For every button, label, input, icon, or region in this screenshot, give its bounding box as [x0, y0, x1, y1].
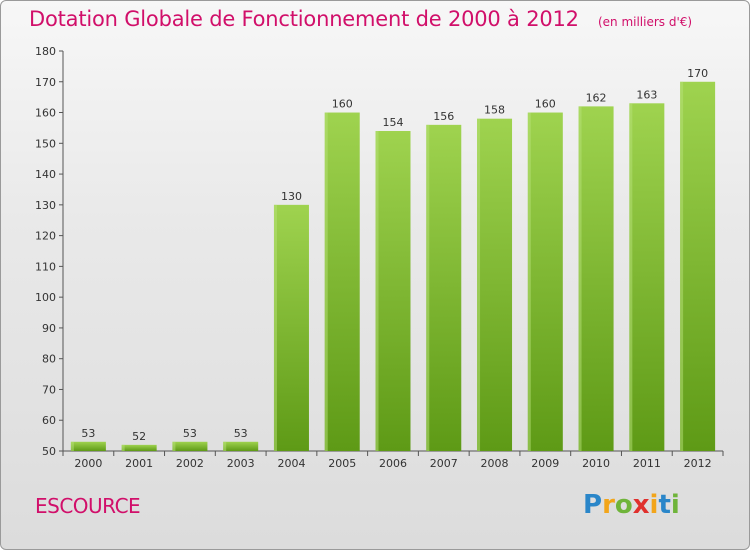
data-label: 53 — [234, 427, 248, 440]
proxiti-logo[interactable]: Proxiti — [583, 490, 680, 520]
y-tick-label: 50 — [42, 445, 56, 458]
y-tick-label: 140 — [35, 168, 56, 181]
x-tick-label: 2006 — [379, 457, 407, 470]
y-tick-label: 70 — [42, 383, 56, 396]
y-tick-label: 180 — [35, 45, 56, 58]
y-tick-label: 90 — [42, 322, 56, 335]
x-tick-label: 2009 — [531, 457, 559, 470]
x-tick-label: 2003 — [227, 457, 255, 470]
y-tick-label: 160 — [35, 107, 56, 120]
commune-name: ESCOURCE — [35, 494, 141, 518]
bar-2006 — [375, 131, 411, 451]
bar-highlight — [477, 118, 481, 451]
bar-highlight — [680, 81, 684, 452]
x-tick-label: 2011 — [633, 457, 661, 470]
bar-2012 — [680, 81, 716, 452]
chart-title: Dotation Globale de Fonctionnement de 20… — [29, 7, 579, 31]
x-tick-label: 2004 — [277, 457, 305, 470]
y-tick-label: 150 — [35, 137, 56, 150]
axes-layer: 50 60 70 80 90 100 110 120 130 140 150 160 170 180 — [35, 45, 724, 458]
data-label: 160 — [535, 98, 556, 111]
data-label: 154 — [383, 116, 404, 129]
x-tick-label: 2001 — [125, 457, 153, 470]
y-tick-label: 170 — [35, 76, 56, 89]
data-label: 52 — [132, 430, 146, 443]
bar-2010 — [578, 106, 614, 451]
y-tick-label: 100 — [35, 291, 56, 304]
x-tick-label: 2008 — [481, 457, 509, 470]
data-label: 170 — [687, 67, 708, 80]
y-tick-label: 130 — [35, 199, 56, 212]
bar-2002 — [172, 441, 208, 451]
y-tick-label: 60 — [42, 414, 56, 427]
title-row: Dotation Globale de Fonctionnement de 20… — [29, 7, 692, 31]
x-tick-label: 2010 — [582, 457, 610, 470]
x-tick-label: 2012 — [684, 457, 712, 470]
bar-highlight — [70, 441, 74, 451]
bar-2001 — [121, 444, 157, 451]
data-label: 130 — [281, 190, 302, 203]
bar-highlight — [426, 124, 430, 451]
bar-highlight — [629, 103, 633, 452]
chart-unit: (en milliers d'€) — [597, 15, 693, 29]
data-label: 160 — [332, 98, 353, 111]
bar-2007 — [426, 124, 462, 451]
labels-layer: 2000 53 2001 52 2002 53 2003 53 2004 130 2005 160 20… — [74, 67, 711, 470]
data-label: 163 — [636, 88, 657, 101]
bar-2000 — [70, 441, 106, 451]
y-tick-label: 120 — [35, 230, 56, 243]
bar-highlight — [324, 112, 328, 452]
bar-highlight — [273, 204, 277, 451]
bar-2008 — [477, 118, 513, 451]
bar-highlight — [578, 106, 582, 451]
x-tick-label: 2002 — [176, 457, 204, 470]
bar-2005 — [324, 112, 360, 452]
y-tick-label: 80 — [42, 353, 56, 366]
bar-highlight — [121, 444, 125, 451]
bar-highlight — [223, 441, 227, 451]
bar-highlight — [375, 131, 379, 451]
data-label: 53 — [183, 427, 197, 440]
data-label: 162 — [586, 91, 607, 104]
data-label: 156 — [433, 110, 454, 123]
x-tick-label: 2000 — [74, 457, 102, 470]
data-label: 53 — [81, 427, 95, 440]
bar-2011 — [629, 103, 665, 452]
bar-2009 — [527, 112, 563, 452]
bar-2004 — [273, 204, 309, 451]
y-tick-label: 110 — [35, 260, 56, 273]
data-label: 158 — [484, 104, 505, 117]
bar-highlight — [172, 441, 176, 451]
x-tick-label: 2007 — [430, 457, 458, 470]
bar-2003 — [223, 441, 259, 451]
bar-highlight — [527, 112, 531, 452]
bars-layer — [70, 81, 716, 452]
x-tick-label: 2005 — [328, 457, 356, 470]
